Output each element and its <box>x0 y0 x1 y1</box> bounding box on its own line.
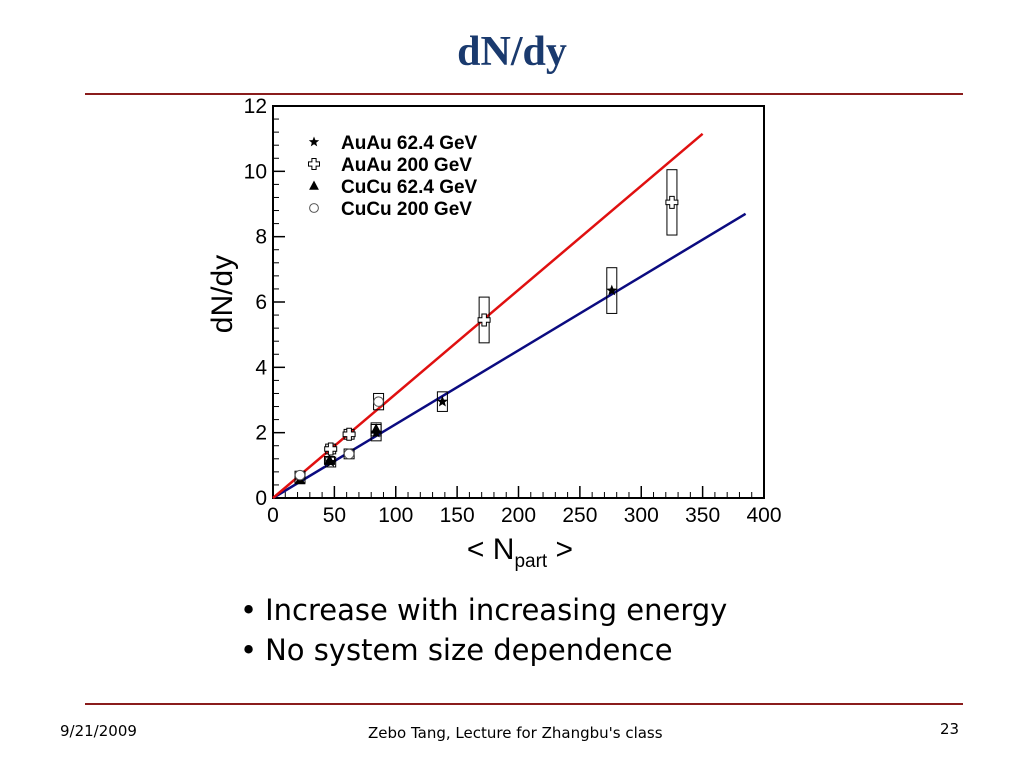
dndy-chart: 0 50 100 150 200 250 300 350 400 0 2 4 6 8 10 12 dN/dy < … <box>206 95 782 572</box>
y-axis-label: dN/dy <box>206 255 239 333</box>
x-tick-label: 150 <box>440 504 475 527</box>
footer-date: 9/21/2009 <box>60 722 137 740</box>
legend-label: AuAu 62.4 GeV <box>341 133 478 154</box>
sys-error-box <box>370 422 382 437</box>
legend-marker <box>308 158 320 170</box>
slide-title: dN/dy <box>457 29 567 75</box>
data-point <box>665 195 679 209</box>
x-tick-label: 250 <box>562 504 597 527</box>
x-tick-label: 0 <box>267 504 279 527</box>
x-tick-label: 300 <box>624 504 659 527</box>
x-axis-label: < Npart > <box>467 533 573 572</box>
legend-label: CuCu 200 GeV <box>341 199 472 220</box>
data-point <box>606 284 618 296</box>
legend-marker <box>309 203 319 213</box>
page-number: 23 <box>940 720 960 738</box>
x-tick-label: 200 <box>501 504 536 527</box>
y-tick-label: 10 <box>244 160 267 183</box>
x-tick-label: 400 <box>746 504 781 527</box>
data-point <box>324 442 338 456</box>
y-tick-label: 8 <box>255 226 267 249</box>
sys-error-box <box>606 267 618 314</box>
legend-marker <box>309 180 319 190</box>
data-point <box>373 396 384 407</box>
footer-rule <box>85 703 963 705</box>
legend-marker <box>308 136 320 147</box>
title-rule <box>85 93 963 95</box>
data-point <box>477 313 491 327</box>
y-tick-label: 12 <box>244 95 267 118</box>
y-tick-label: 2 <box>255 422 267 445</box>
y-tick-label: 6 <box>255 291 267 314</box>
x-tick-label: 50 <box>323 504 346 527</box>
data-point <box>370 423 382 434</box>
data-point <box>324 454 335 465</box>
bullet-item: Increase with increasing energy <box>240 590 727 630</box>
sys-error-box <box>436 391 448 412</box>
data-point <box>436 395 449 407</box>
data-point <box>343 448 355 460</box>
data-point <box>342 427 356 441</box>
legend-label: CuCu 62.4 GeV <box>341 177 478 198</box>
bullet-list: Increase with increasing energy No syste… <box>240 590 727 670</box>
footer-center: Zebo Tang, Lecture for Zhangbu's class <box>368 724 663 742</box>
legend-label: AuAu 200 GeV <box>341 155 472 176</box>
y-tick-label: 0 <box>255 487 267 510</box>
x-tick-label: 350 <box>685 504 720 527</box>
bullet-item: No system size dependence <box>240 630 727 670</box>
y-tick-label: 4 <box>255 356 267 379</box>
fit-line <box>272 132 704 499</box>
x-tick-label: 100 <box>378 504 413 527</box>
data-point <box>294 469 306 481</box>
